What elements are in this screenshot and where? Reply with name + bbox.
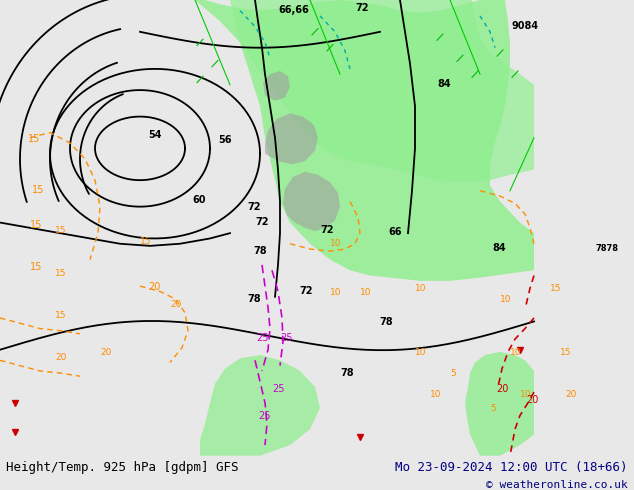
Text: 25: 25 [280, 333, 292, 343]
Text: 5: 5 [450, 369, 456, 378]
Text: 54: 54 [148, 130, 162, 140]
Polygon shape [265, 113, 318, 164]
Text: 10: 10 [415, 348, 427, 357]
Text: 78: 78 [379, 318, 392, 327]
Polygon shape [263, 71, 290, 100]
Text: 15: 15 [28, 134, 41, 144]
Text: 15: 15 [30, 220, 42, 230]
Text: 10: 10 [500, 295, 512, 304]
Text: 10: 10 [330, 288, 342, 296]
Text: 15: 15 [55, 311, 67, 320]
Polygon shape [283, 172, 340, 231]
Text: 56: 56 [218, 135, 231, 145]
Text: 15: 15 [550, 284, 562, 294]
Text: 20: 20 [55, 353, 67, 362]
Text: 78: 78 [340, 368, 354, 378]
Polygon shape [465, 352, 534, 456]
Text: 72: 72 [320, 225, 333, 235]
Text: 78: 78 [253, 246, 267, 256]
Text: © weatheronline.co.uk: © weatheronline.co.uk [486, 480, 628, 490]
Text: 84: 84 [492, 243, 506, 253]
Text: 5: 5 [490, 404, 496, 413]
Text: 10: 10 [415, 284, 427, 294]
Text: Height/Temp. 925 hPa [gdpm] GFS: Height/Temp. 925 hPa [gdpm] GFS [6, 461, 239, 474]
Text: 10: 10 [360, 288, 372, 296]
Polygon shape [230, 0, 534, 182]
Text: 66: 66 [388, 227, 401, 237]
Text: 60: 60 [192, 196, 205, 205]
Text: 20: 20 [170, 300, 181, 309]
Text: 15: 15 [30, 262, 42, 272]
Text: 15: 15 [55, 269, 67, 277]
Text: 15: 15 [55, 226, 67, 235]
Text: 78: 78 [247, 294, 261, 304]
Text: 72: 72 [299, 286, 313, 295]
Text: 10: 10 [330, 239, 342, 248]
Text: 20: 20 [565, 391, 576, 399]
Text: 25: 25 [258, 411, 271, 420]
Text: 20: 20 [100, 348, 112, 357]
Text: 20: 20 [526, 395, 538, 405]
Text: 66,66: 66,66 [278, 5, 309, 15]
Text: 15: 15 [140, 237, 152, 246]
Polygon shape [200, 355, 320, 456]
Text: 20: 20 [148, 282, 160, 293]
Polygon shape [195, 0, 534, 281]
Text: 72: 72 [255, 217, 269, 227]
Text: 7878: 7878 [595, 244, 618, 253]
Text: 10: 10 [430, 391, 441, 399]
Text: 72: 72 [355, 2, 368, 13]
Text: Mo 23-09-2024 12:00 UTC (18+66): Mo 23-09-2024 12:00 UTC (18+66) [395, 461, 628, 474]
Text: 15: 15 [32, 185, 44, 195]
Text: 20: 20 [496, 384, 508, 394]
Text: 84: 84 [437, 79, 451, 89]
Text: 72: 72 [247, 202, 261, 212]
Text: 25: 25 [272, 384, 285, 394]
Text: 10: 10 [510, 348, 522, 357]
Text: 25: 25 [256, 333, 269, 343]
Text: 15: 15 [560, 348, 571, 357]
Text: 10: 10 [520, 391, 531, 399]
Text: 9084: 9084 [511, 21, 538, 30]
